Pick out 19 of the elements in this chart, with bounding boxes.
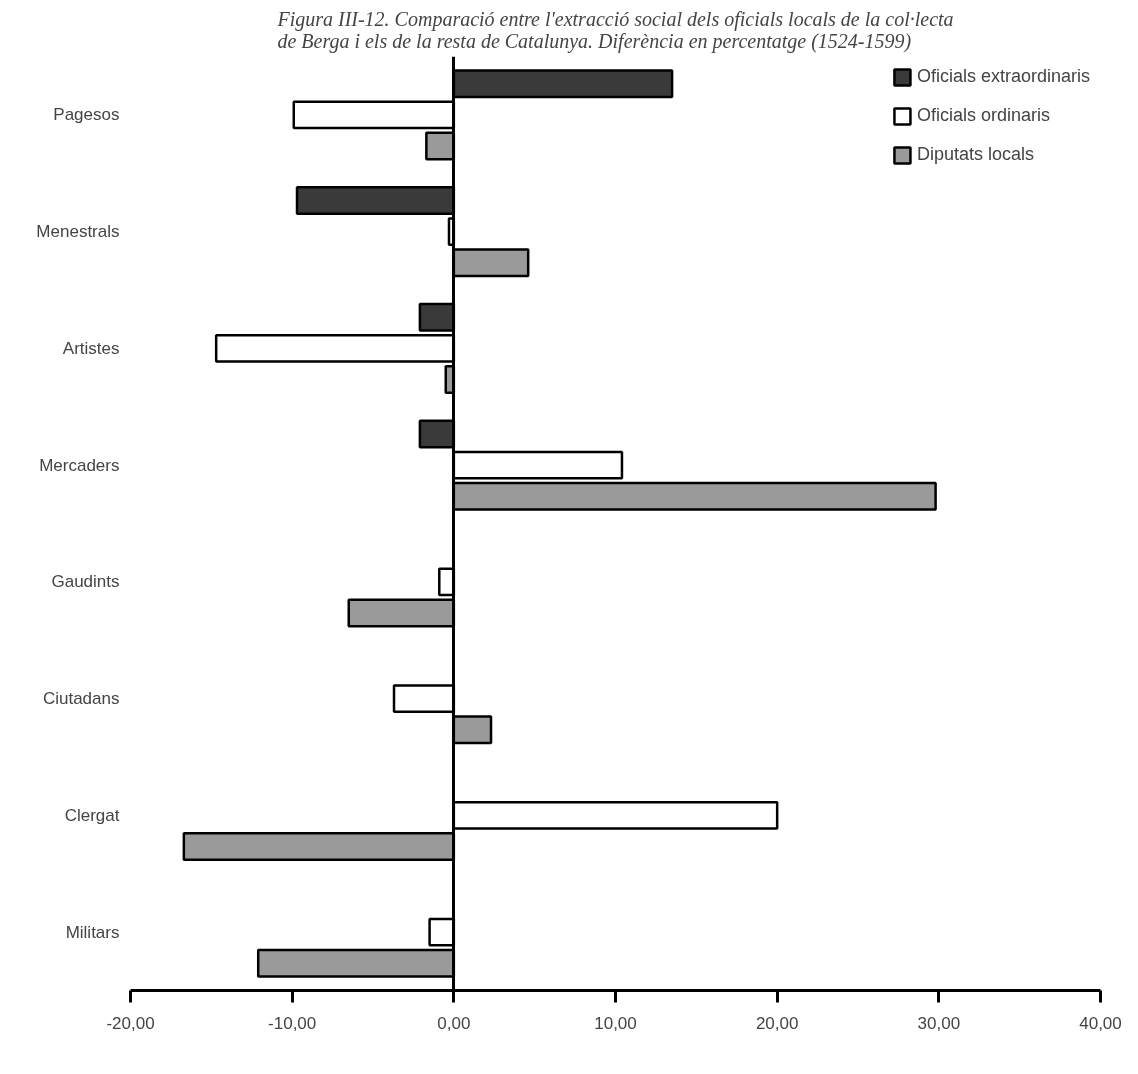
legend-label: Oficials ordinaris (916, 105, 1050, 126)
x-tick-label: -10,00 (268, 1013, 317, 1033)
x-tick-label: 20,00 (755, 1013, 799, 1033)
x-tick-label: 30,00 (917, 1013, 961, 1033)
y-tick-label: Artistes (62, 338, 120, 358)
legend-label: Oficials extraordinaris (916, 66, 1090, 87)
y-tick-label: Gaudints (51, 572, 120, 592)
y-tick-label: Mercaders (39, 455, 120, 475)
y-tick-label: Ciutadans (42, 689, 120, 709)
y-tick-label: Clergat (64, 805, 120, 825)
chart-title: Figura III-12. Comparació entre l'extracció social dels oficials locals de la col·lecta de Berga i els de la resta de Catalunya. Diferència en percentatge (1524-1599) (276, 7, 954, 53)
x-tick-label: -20,00 (106, 1013, 155, 1033)
y-tick-label: Menestrals (36, 222, 120, 242)
x-tick-label: 0,00 (437, 1013, 471, 1033)
x-tick-label: 10,00 (594, 1013, 637, 1033)
y-tick-label: Pagesos (53, 105, 120, 125)
y-tick-label: Militars (65, 922, 120, 942)
legend-label: Diputats locals (916, 144, 1034, 165)
x-tick-label: 40,00 (1079, 1013, 1122, 1033)
